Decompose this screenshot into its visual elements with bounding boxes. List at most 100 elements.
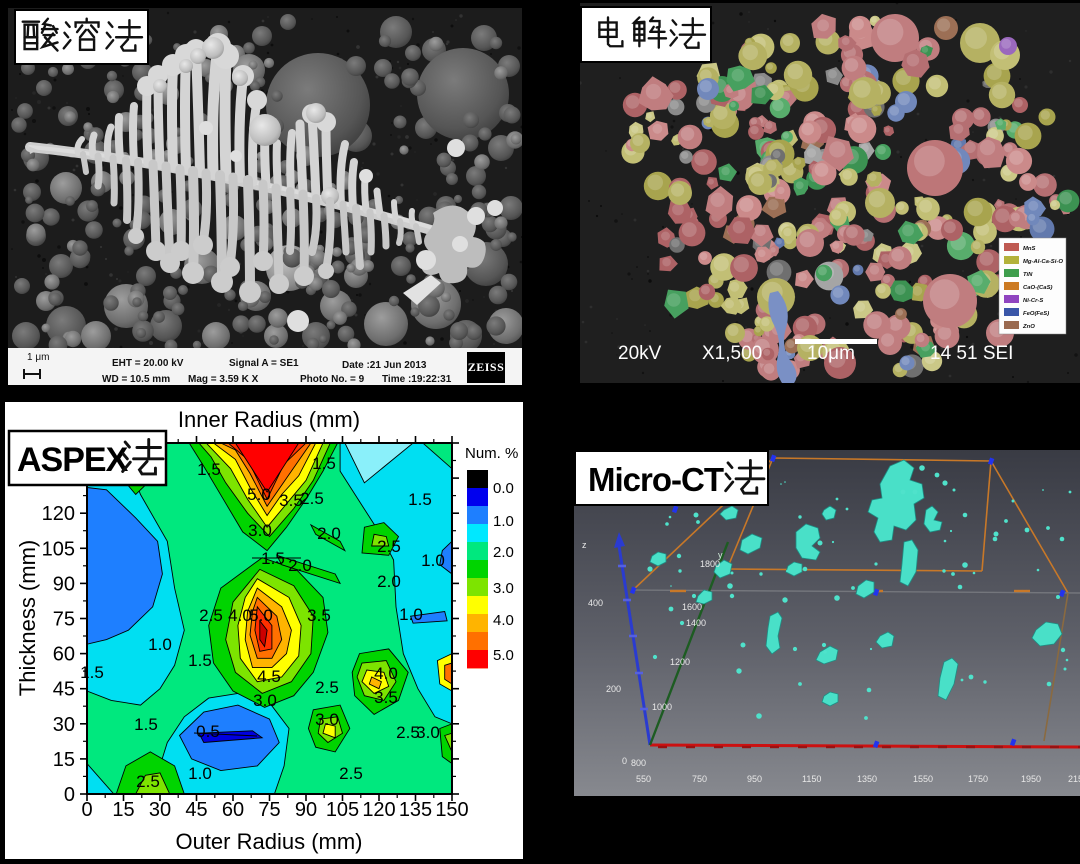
svg-text:3.5: 3.5 [307, 606, 331, 625]
svg-text:Inner Radius (mm): Inner Radius (mm) [178, 407, 360, 432]
svg-text:4.5: 4.5 [257, 667, 281, 686]
svg-text:75: 75 [258, 799, 280, 821]
svg-text:3.5: 3.5 [374, 688, 398, 707]
svg-text:4.0: 4.0 [228, 606, 252, 625]
svg-text:2.5: 2.5 [396, 723, 420, 742]
svg-text:10μm: 10μm [807, 343, 855, 364]
svg-text:4.0: 4.0 [493, 612, 514, 629]
svg-text:ASPEX: ASPEX [17, 441, 129, 479]
svg-text:MnS: MnS [1023, 246, 1036, 252]
svg-text:2.5: 2.5 [315, 678, 339, 697]
svg-text:1.0: 1.0 [421, 551, 445, 570]
svg-text:1 μm: 1 μm [27, 352, 49, 363]
svg-text:215: 215 [1068, 774, 1080, 784]
svg-text:105: 105 [42, 538, 75, 560]
svg-text:y: y [718, 550, 723, 560]
svg-text:105: 105 [326, 799, 359, 821]
svg-text:0: 0 [622, 756, 627, 766]
svg-text:1.5: 1.5 [80, 663, 104, 682]
svg-text:1200: 1200 [670, 657, 690, 667]
svg-text:550: 550 [636, 774, 651, 784]
svg-text:ZnO: ZnO [1022, 324, 1035, 330]
svg-text:2.0: 2.0 [288, 556, 312, 575]
svg-text:20kV: 20kV [618, 343, 662, 364]
svg-text:1800: 1800 [700, 559, 720, 569]
svg-text:400: 400 [588, 598, 603, 608]
svg-text:3.0: 3.0 [416, 723, 440, 742]
svg-text:120: 120 [42, 503, 75, 525]
svg-text:2.0: 2.0 [377, 572, 401, 591]
svg-text:15: 15 [112, 799, 134, 821]
svg-text:Outer Radius (mm): Outer Radius (mm) [175, 829, 362, 854]
svg-text:0.0: 0.0 [493, 480, 514, 497]
svg-text:0: 0 [64, 784, 75, 806]
svg-text:1.5: 1.5 [408, 490, 432, 509]
svg-text:1950: 1950 [1021, 774, 1041, 784]
svg-text:1.5: 1.5 [197, 460, 221, 479]
svg-text:3.0: 3.0 [493, 580, 514, 597]
svg-text:2.5: 2.5 [377, 537, 401, 556]
svg-text:2.5: 2.5 [199, 606, 223, 625]
svg-text:1.0: 1.0 [399, 605, 423, 624]
svg-text:1.5: 1.5 [312, 454, 336, 473]
svg-text:150: 150 [435, 799, 468, 821]
svg-text:Photo No. = 9: Photo No. = 9 [300, 374, 365, 385]
svg-text:60: 60 [53, 644, 75, 666]
svg-text:30: 30 [149, 799, 171, 821]
svg-text:75: 75 [53, 609, 75, 631]
svg-text:1550: 1550 [913, 774, 933, 784]
svg-text:3.0: 3.0 [253, 691, 277, 710]
svg-text:3.0: 3.0 [315, 710, 339, 729]
svg-text:800: 800 [631, 758, 646, 768]
svg-text:CaO-(CaS): CaO-(CaS) [1023, 285, 1052, 291]
svg-text:X1,500: X1,500 [702, 343, 762, 364]
svg-text:1.5: 1.5 [134, 715, 158, 734]
svg-text:1.5: 1.5 [188, 651, 212, 670]
svg-text:Num. %: Num. % [465, 445, 518, 462]
svg-text:4.0: 4.0 [374, 664, 398, 683]
svg-text:5.0: 5.0 [493, 647, 514, 664]
svg-text:Mg-Al-Ca-Si-O: Mg-Al-Ca-Si-O [1023, 259, 1063, 265]
svg-text:90: 90 [53, 573, 75, 595]
svg-text:0: 0 [81, 799, 92, 821]
svg-text:Signal A = SE1: Signal A = SE1 [229, 358, 299, 369]
svg-text:2.5: 2.5 [339, 764, 363, 783]
svg-text:3.0: 3.0 [248, 521, 272, 540]
svg-text:Micro-CT: Micro-CT [588, 461, 724, 498]
svg-text:30: 30 [53, 714, 75, 736]
svg-text:45: 45 [53, 679, 75, 701]
svg-text:1400: 1400 [686, 618, 706, 628]
svg-text:60: 60 [222, 799, 244, 821]
svg-text:1750: 1750 [968, 774, 988, 784]
svg-text:950: 950 [747, 774, 762, 784]
svg-text:5.0: 5.0 [247, 485, 271, 504]
svg-text:2.0: 2.0 [493, 544, 514, 561]
svg-text:15: 15 [53, 749, 75, 771]
svg-text:1.0: 1.0 [493, 513, 514, 530]
svg-text:1600: 1600 [682, 602, 702, 612]
svg-text:EHT = 20.00 kV: EHT = 20.00 kV [112, 358, 184, 369]
svg-text:1.0: 1.0 [148, 635, 172, 654]
svg-text:14 51 SEI: 14 51 SEI [930, 343, 1013, 364]
svg-text:ZEISS: ZEISS [468, 360, 505, 374]
svg-text:5.0: 5.0 [249, 606, 273, 625]
svg-text:2.5: 2.5 [136, 772, 160, 791]
svg-text:45: 45 [185, 799, 207, 821]
svg-text:WD = 10.5 mm: WD = 10.5 mm [102, 374, 170, 385]
svg-text:Ni-Cr-S: Ni-Cr-S [1023, 298, 1043, 304]
svg-text:90: 90 [295, 799, 317, 821]
svg-text:FeO(FeS): FeO(FeS) [1023, 311, 1049, 317]
svg-text:135: 135 [399, 799, 432, 821]
svg-text:Mag = 3.59 K X: Mag = 3.59 K X [188, 374, 259, 385]
svg-text:0.5: 0.5 [196, 722, 220, 741]
svg-text:TiN: TiN [1023, 272, 1033, 278]
svg-text:2.0: 2.0 [317, 524, 341, 543]
svg-text:120: 120 [362, 799, 395, 821]
svg-text:1.0: 1.0 [188, 764, 212, 783]
svg-text:750: 750 [692, 774, 707, 784]
svg-text:2.5: 2.5 [300, 489, 324, 508]
svg-text:z: z [582, 540, 587, 550]
svg-text:1350: 1350 [857, 774, 877, 784]
svg-text:Thickness (mm): Thickness (mm) [15, 540, 40, 696]
svg-text:1000: 1000 [652, 702, 672, 712]
